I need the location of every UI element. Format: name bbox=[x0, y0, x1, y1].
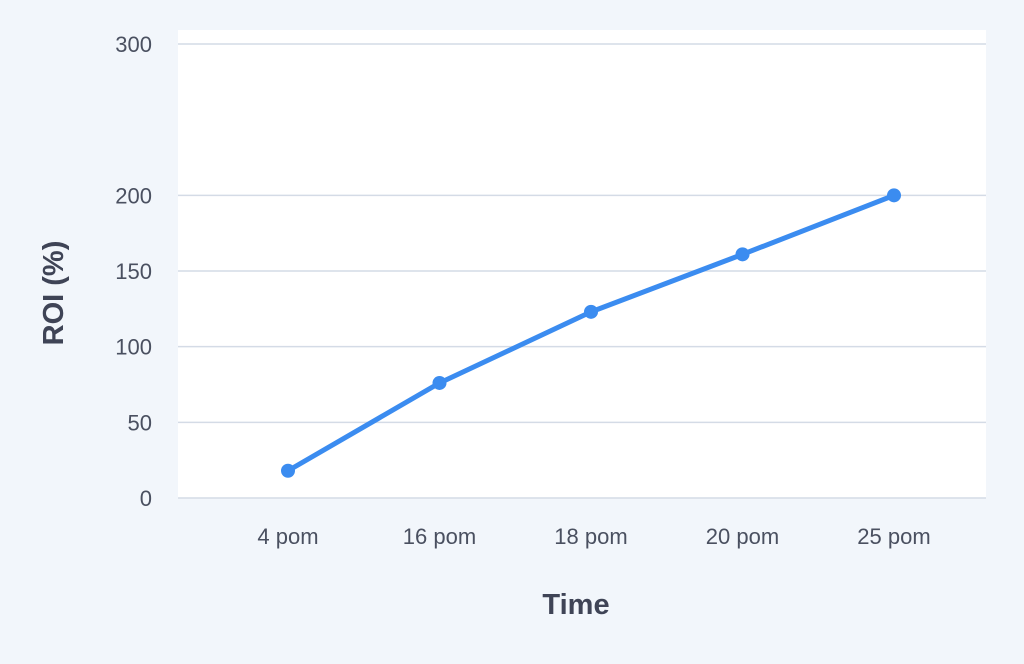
data-point bbox=[735, 247, 750, 262]
y-tick-label: 150 bbox=[115, 259, 152, 284]
grid-lines bbox=[178, 43, 986, 499]
y-tick-label: 200 bbox=[115, 183, 152, 208]
data-point bbox=[584, 304, 598, 319]
y-axis-ticks: 0 50 100 150 200 300 bbox=[115, 32, 152, 511]
y-axis-title: ROI (%) bbox=[38, 241, 70, 346]
x-axis-ticks: 4 pom 16 pom 18 pom 20 pom 25 pom bbox=[257, 524, 930, 549]
x-tick-label: 18 pom bbox=[554, 524, 627, 549]
y-tick-label: 0 bbox=[140, 486, 152, 511]
x-tick-label: 4 pom bbox=[257, 524, 318, 549]
x-tick-label: 25 pom bbox=[857, 524, 930, 549]
x-tick-label: 20 pom bbox=[706, 524, 779, 549]
y-tick-label: 50 bbox=[128, 410, 152, 435]
x-axis-title: Time bbox=[542, 589, 609, 621]
series-layer bbox=[281, 188, 901, 478]
y-tick-label: 100 bbox=[115, 335, 152, 360]
data-point bbox=[432, 375, 447, 390]
plot-area bbox=[178, 30, 986, 498]
y-tick-label: 300 bbox=[115, 32, 152, 57]
data-point bbox=[281, 463, 295, 478]
x-tick-label: 16 pom bbox=[403, 524, 476, 549]
data-point bbox=[887, 188, 901, 203]
